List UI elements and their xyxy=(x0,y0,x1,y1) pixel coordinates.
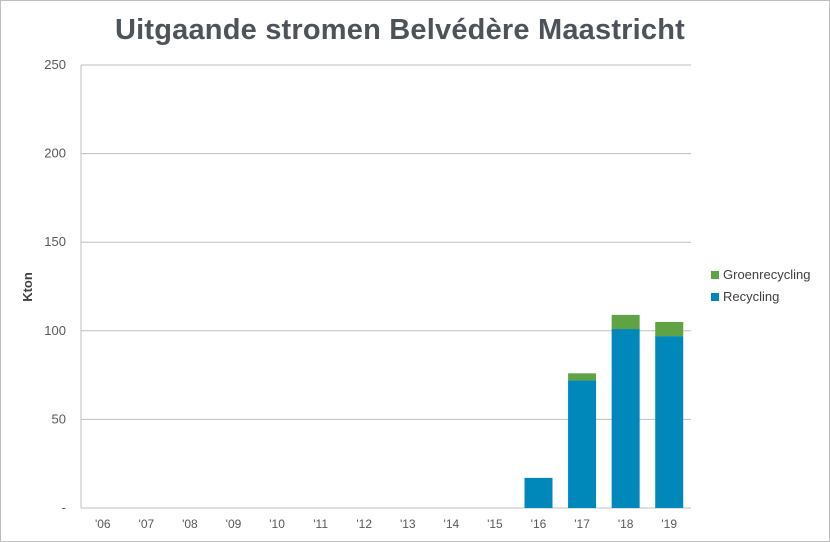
x-tick-label: '16 xyxy=(531,517,547,531)
y-tick-label: 50 xyxy=(52,411,66,426)
x-tick-label: '08 xyxy=(182,517,198,531)
x-tick-label: '18 xyxy=(618,517,634,531)
x-tick-label: '17 xyxy=(574,517,590,531)
y-tick-label: 200 xyxy=(44,146,66,161)
legend-swatch-groenrecycling xyxy=(711,271,719,279)
bar-recycling-13 xyxy=(655,336,684,508)
bar-groenrecycling-12 xyxy=(611,314,640,330)
legend-label-recycling: Recycling xyxy=(723,289,779,304)
legend: Groenrecycling Recycling xyxy=(711,267,810,304)
x-tick-label: '19 xyxy=(661,517,677,531)
grid-lines xyxy=(81,64,691,420)
x-tick-label: '10 xyxy=(269,517,285,531)
chart-title: Uitgaande stromen Belvédère Maastricht xyxy=(114,14,686,46)
legend-swatch-recycling xyxy=(711,293,719,301)
x-tick-label: '07 xyxy=(139,517,155,531)
legend-label-groenrecycling: Groenrecycling xyxy=(723,267,810,282)
y-tick-label: 150 xyxy=(44,234,66,249)
x-tick-label: '15 xyxy=(487,517,503,531)
bar-groenrecycling-13 xyxy=(655,321,684,337)
bar-recycling-11 xyxy=(568,380,597,508)
y-tick-label: 250 xyxy=(44,57,66,72)
tick-labels: - 50 100 150 200 250 '06 '07 '08 '09 '10 '11 '12 '13 '… xyxy=(44,57,677,531)
bar-groenrecycling-11 xyxy=(568,373,597,381)
x-tick-label: '06 xyxy=(95,517,111,531)
x-tick-label: '11 xyxy=(313,517,328,531)
x-tick-label: '13 xyxy=(400,517,416,531)
x-tick-label: '12 xyxy=(356,517,372,531)
x-tick-label: '09 xyxy=(226,517,242,531)
axes xyxy=(80,65,691,509)
bar-recycling-10 xyxy=(524,477,553,508)
bar-recycling-12 xyxy=(611,329,640,508)
x-tick-label: '14 xyxy=(444,517,460,531)
y-axis-label: Kton xyxy=(20,272,35,302)
bars xyxy=(524,314,684,508)
y-tick-label: 100 xyxy=(44,323,66,338)
y-tick-label: - xyxy=(62,500,66,515)
